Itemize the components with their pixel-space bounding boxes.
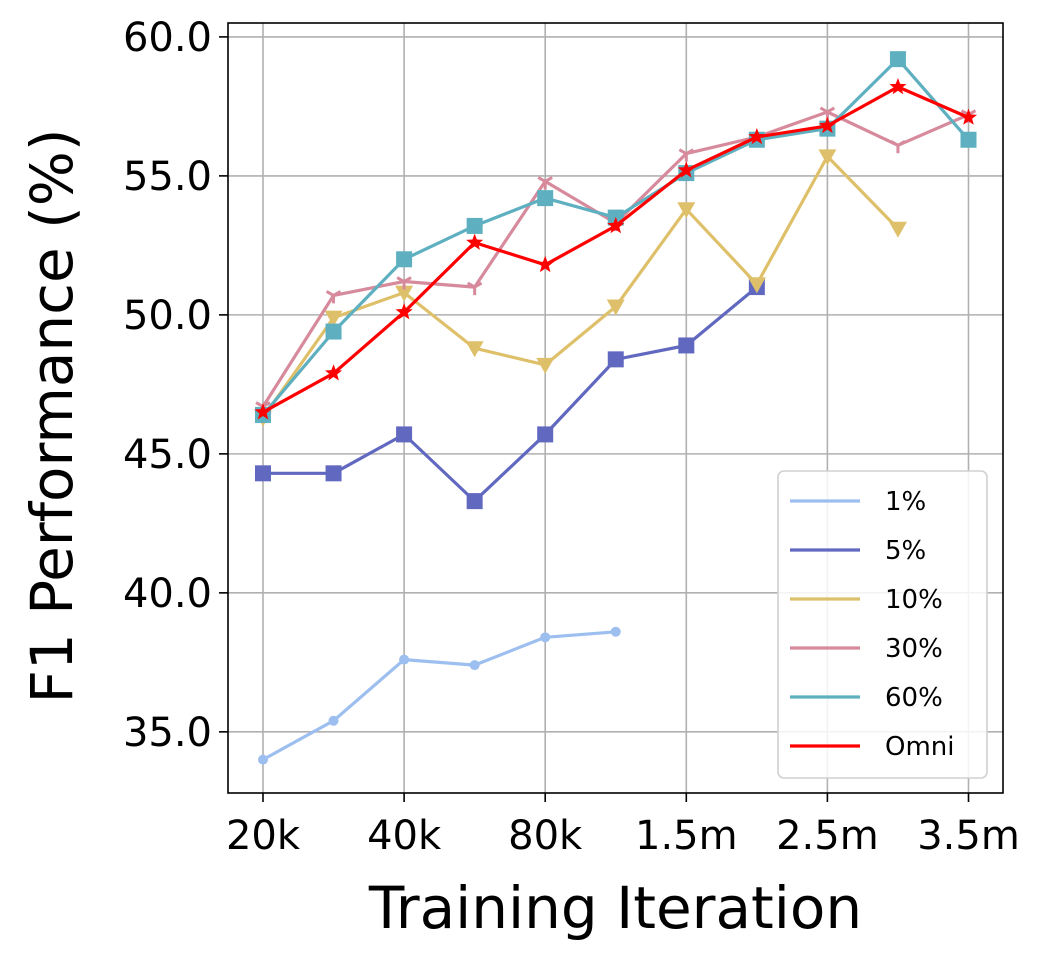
data-point [677, 202, 696, 219]
legend-item: 5% [790, 536, 926, 566]
data-point [818, 149, 837, 166]
data-point [540, 632, 551, 643]
data-point [466, 217, 483, 234]
series-1% [258, 626, 621, 765]
data-point [325, 323, 342, 340]
series-10% [254, 149, 907, 427]
legend-label: 60% [885, 683, 943, 713]
x-axis-title: Training Iteration [368, 874, 862, 942]
data-point [396, 251, 413, 268]
legend-item: 30% [790, 634, 943, 664]
data-point [607, 216, 625, 234]
data-point [258, 754, 268, 765]
data-point [536, 255, 554, 273]
legend-item: 1% [790, 487, 926, 517]
data-point [960, 131, 977, 148]
legend-label: 30% [885, 634, 943, 664]
legend-item: 60% [790, 683, 943, 713]
data-point [395, 303, 413, 320]
data-point [255, 465, 271, 482]
series-layer [254, 51, 978, 765]
data-point [818, 116, 836, 134]
x-tick-label: 20k [226, 813, 301, 859]
x-tick-label: 1.5m [635, 813, 738, 859]
legend-item: 10% [790, 585, 943, 615]
data-point [396, 276, 412, 290]
y-tick-label: 60.0 [123, 15, 212, 61]
data-point [888, 221, 907, 238]
data-point [678, 337, 695, 354]
data-point [677, 161, 695, 178]
data-point [466, 233, 484, 250]
data-point [959, 108, 978, 125]
legend: 1% 5% 10% 30% 60% Omni [777, 470, 988, 779]
y-tick-label: 35.0 [123, 710, 212, 756]
plot-frame [227, 22, 1004, 794]
data-point [890, 140, 906, 154]
y-tick-label: 55.0 [123, 154, 212, 200]
data-point [325, 465, 342, 482]
data-point [396, 426, 413, 443]
data-point [747, 277, 766, 294]
data-point [466, 281, 483, 296]
x-tick-label: 3.5m [917, 813, 1020, 859]
y-tick-label: 40.0 [123, 571, 212, 617]
data-point [889, 77, 907, 95]
data-point [610, 626, 621, 637]
data-point [399, 654, 410, 665]
y-tick-label: 50.0 [123, 293, 212, 339]
data-point [328, 715, 339, 726]
x-tick-label: 2.5m [776, 813, 879, 859]
data-point [395, 285, 414, 302]
series-line [262, 630, 616, 762]
legend-label: Omni [885, 732, 955, 762]
x-tick-label: 40k [367, 813, 442, 859]
data-point [606, 299, 625, 316]
data-point [466, 493, 483, 510]
data-point [537, 176, 553, 190]
y-tick-label: 45.0 [123, 432, 212, 478]
data-point [678, 148, 695, 162]
data-point [465, 341, 484, 358]
legend-label: 10% [885, 585, 943, 615]
series-30% [255, 106, 977, 415]
legend-item: Omni [790, 732, 955, 762]
data-point [469, 660, 480, 671]
data-point [537, 190, 554, 207]
data-point [325, 290, 342, 304]
series-5% [255, 279, 765, 510]
data-point [607, 351, 624, 368]
data-point [537, 426, 554, 443]
x-tick-label: 80k [508, 813, 583, 859]
data-point [748, 127, 766, 145]
data-point [536, 357, 555, 374]
data-point [324, 310, 343, 327]
data-point [889, 51, 906, 68]
data-point [324, 364, 343, 381]
series-line [263, 285, 758, 503]
legend-label: 5% [885, 536, 926, 566]
series-line [261, 154, 900, 419]
data-point [254, 403, 272, 420]
grid-layer [228, 23, 1003, 793]
tick-layer: 20k 40k 80k 1.5m 2.5m 3.5m 35.0 40.0 45.0 50.0 55.… [123, 15, 1020, 859]
y-axis-title: F1 Performance (%) [18, 128, 86, 703]
legend-label: 1% [885, 487, 926, 517]
legend-box [777, 470, 988, 779]
series-Omni [254, 77, 978, 420]
